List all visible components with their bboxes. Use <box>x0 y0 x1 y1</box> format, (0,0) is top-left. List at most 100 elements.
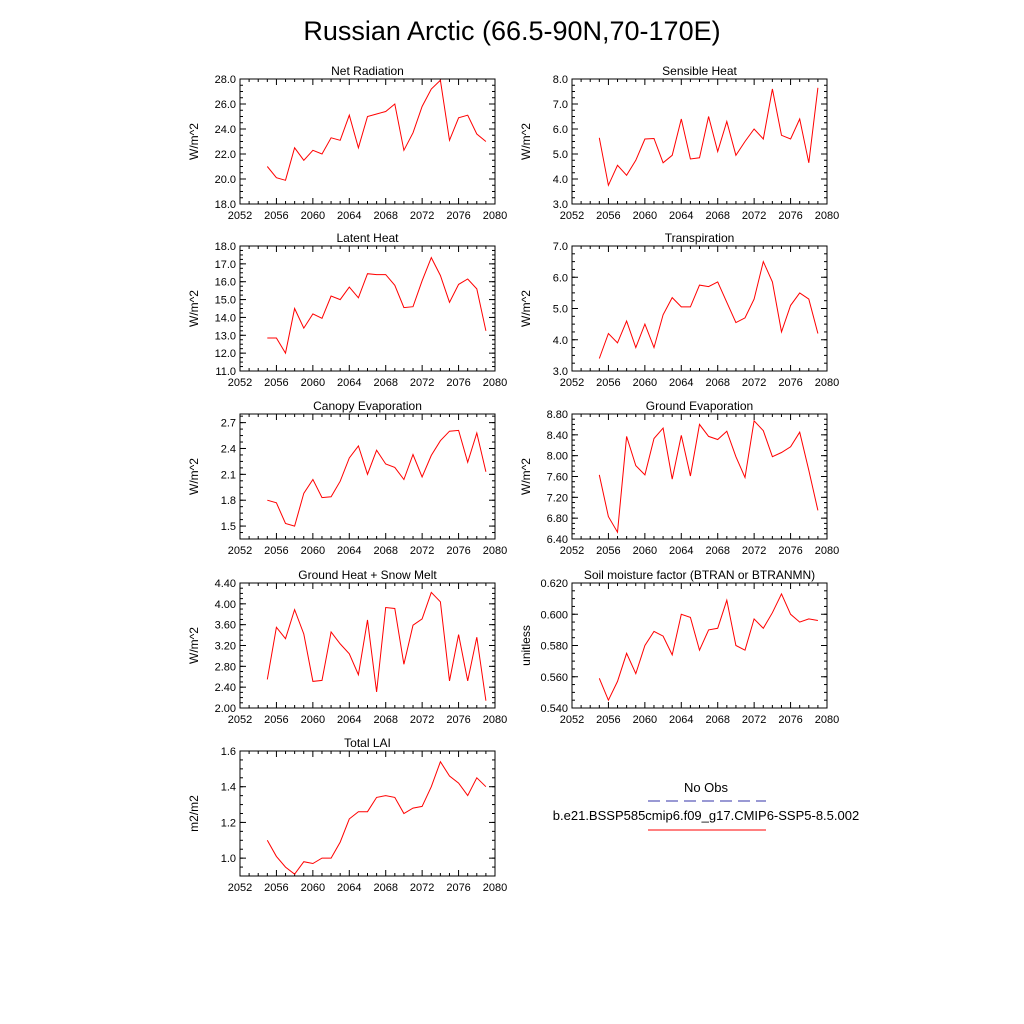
panel-title: Soil moisture factor (BTRAN or BTRANMN) <box>584 568 815 582</box>
x-tick-label: 2076 <box>446 377 470 389</box>
x-tick-label: 2060 <box>301 714 325 726</box>
y-tick-label: 6.0 <box>553 124 568 136</box>
plot-frame <box>571 245 828 372</box>
y-tick-label: 0.580 <box>540 641 568 653</box>
chart-panel-canopy-evaporation: Canopy Evaporation W/m^2 2052 2056 2060 2064 2… <box>187 399 507 557</box>
x-tick-label: 2064 <box>337 210 361 222</box>
y-tick-label: 4.0 <box>553 174 568 186</box>
y-tick-label: 7.20 <box>547 492 568 504</box>
y-tick-label: 20.0 <box>215 174 236 186</box>
x-tick-label: 2068 <box>373 714 397 726</box>
y-tick-label: 3.20 <box>215 641 236 653</box>
x-tick-label: 2076 <box>446 210 470 222</box>
x-tick-label: 2072 <box>410 714 434 726</box>
x-tick-label: 2068 <box>705 377 729 389</box>
y-tick-label: 3.60 <box>215 620 236 632</box>
x-tick-label: 2052 <box>560 377 584 389</box>
x-tick-label: 2076 <box>778 545 802 557</box>
y-axis-label: unitless <box>519 625 533 666</box>
x-tick-label: 2060 <box>301 377 325 389</box>
series-line <box>267 429 487 527</box>
y-tick-label: 8.0 <box>553 74 568 86</box>
series-line <box>598 260 819 359</box>
y-tick-label: 8.40 <box>547 430 568 442</box>
y-tick-label: 1.0 <box>221 853 236 865</box>
x-tick-label: 2076 <box>778 714 802 726</box>
y-tick-label: 3.0 <box>553 199 568 211</box>
x-tick-label: 2064 <box>337 377 361 389</box>
y-tick-label: 14.0 <box>215 312 236 324</box>
x-tick-label: 2060 <box>633 545 657 557</box>
x-tick-label: 2068 <box>705 210 729 222</box>
x-tick-label: 2080 <box>815 714 839 726</box>
y-tick-label: 4.40 <box>215 578 236 590</box>
x-tick-label: 2056 <box>596 545 620 557</box>
x-tick-label: 2060 <box>633 377 657 389</box>
series-line <box>267 256 487 355</box>
y-tick-label: 1.2 <box>221 817 236 829</box>
legend-obs-label: No Obs <box>684 780 729 795</box>
y-tick-label: 5.0 <box>553 149 568 161</box>
x-tick-label: 2080 <box>483 210 507 222</box>
y-axis-label: W/m^2 <box>187 627 201 664</box>
x-tick-label: 2068 <box>373 377 397 389</box>
x-tick-label: 2072 <box>742 545 766 557</box>
y-tick-label: 1.8 <box>221 495 236 507</box>
x-tick-label: 2068 <box>705 714 729 726</box>
x-tick-label: 2080 <box>815 210 839 222</box>
x-tick-label: 2064 <box>669 377 693 389</box>
y-axis-label: W/m^2 <box>519 458 533 495</box>
x-tick-label: 2068 <box>373 210 397 222</box>
y-tick-label: 18.0 <box>215 199 236 211</box>
plot-frame <box>571 78 828 205</box>
x-tick-label: 2060 <box>301 545 325 557</box>
y-axis-label: m2/m2 <box>187 795 201 832</box>
x-tick-label: 2072 <box>410 377 434 389</box>
x-tick-label: 2080 <box>483 545 507 557</box>
series-line <box>266 79 487 181</box>
plot-frame <box>239 413 496 540</box>
y-tick-label: 24.0 <box>215 124 236 136</box>
x-tick-label: 2072 <box>410 210 434 222</box>
x-tick-label: 2052 <box>560 545 584 557</box>
x-tick-label: 2064 <box>669 545 693 557</box>
y-tick-label: 13.0 <box>215 330 236 342</box>
y-tick-label: 6.0 <box>553 272 568 284</box>
series-line <box>266 760 487 875</box>
x-tick-label: 2056 <box>264 377 288 389</box>
x-tick-label: 2064 <box>669 714 693 726</box>
plot-frame <box>571 582 828 709</box>
x-tick-label: 2076 <box>446 882 470 894</box>
x-tick-label: 2068 <box>705 545 729 557</box>
x-tick-label: 2052 <box>228 882 252 894</box>
chart-panel-total-lai: Total LAI m2/m2 2052 2056 2060 2064 2068 2072 20… <box>187 736 507 894</box>
x-tick-label: 2052 <box>560 714 584 726</box>
y-tick-label: 7.0 <box>553 99 568 111</box>
x-tick-label: 2080 <box>815 545 839 557</box>
figure-title: Russian Arctic (66.5-90N,70-170E) <box>303 16 720 46</box>
y-axis-label: W/m^2 <box>519 290 533 327</box>
x-tick-label: 2080 <box>483 714 507 726</box>
chart-panel-transpiration: Transpiration W/m^2 2052 2056 2060 2064 2068 20… <box>519 231 839 389</box>
x-tick-label: 2080 <box>483 882 507 894</box>
y-axis-label: W/m^2 <box>187 123 201 160</box>
legend: No Obs b.e21.BSSP585cmip6.f09_g17.CMIP6-… <box>553 780 859 831</box>
y-tick-label: 1.6 <box>221 746 236 758</box>
x-tick-label: 2056 <box>264 210 288 222</box>
panel-title: Total LAI <box>344 736 391 750</box>
y-tick-label: 2.1 <box>221 469 236 481</box>
y-tick-label: 15.0 <box>215 295 236 307</box>
x-tick-label: 2056 <box>596 210 620 222</box>
panel-title: Transpiration <box>665 231 735 245</box>
y-tick-label: 5.0 <box>553 304 568 316</box>
panel-title: Net Radiation <box>331 64 404 78</box>
x-tick-label: 2056 <box>264 714 288 726</box>
panel-title: Sensible Heat <box>662 64 737 78</box>
series-line <box>598 419 819 534</box>
x-tick-label: 2060 <box>633 210 657 222</box>
y-tick-label: 8.80 <box>547 409 568 421</box>
y-tick-label: 11.0 <box>215 366 236 378</box>
chart-panel-ground-heat-snow-melt: Ground Heat + Snow Melt W/m^2 2052 2056 2060… <box>187 568 507 726</box>
x-tick-label: 2072 <box>742 210 766 222</box>
